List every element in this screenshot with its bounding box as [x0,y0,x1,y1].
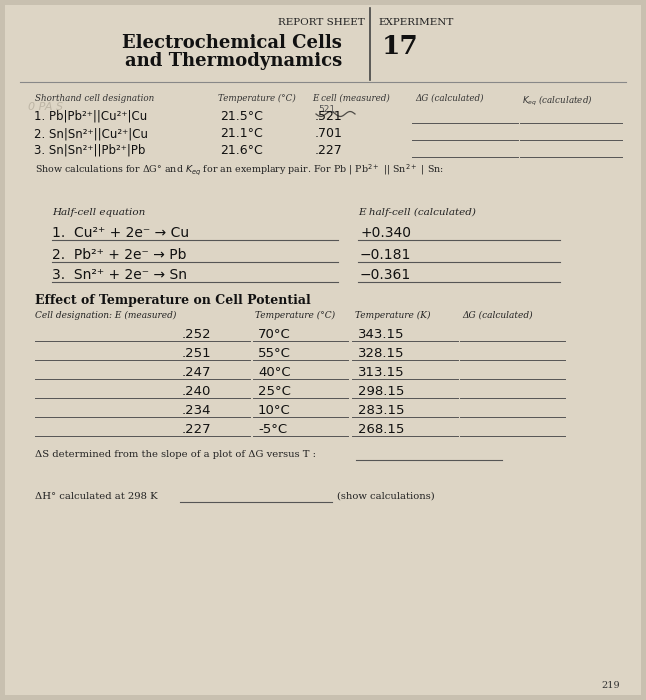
Text: Electrochemical Cells: Electrochemical Cells [122,34,342,52]
Text: 328.15: 328.15 [358,347,404,360]
Text: .247: .247 [182,366,211,379]
Text: 313.15: 313.15 [358,366,404,379]
FancyBboxPatch shape [5,5,641,695]
Text: 521: 521 [318,105,335,114]
Text: 25°C: 25°C [258,385,291,398]
Text: $K_{eq}$ (calculated): $K_{eq}$ (calculated) [522,94,592,108]
Text: and Thermodynamics: and Thermodynamics [125,52,342,70]
Text: (show calculations): (show calculations) [337,492,435,501]
Text: ΔG (calculated): ΔG (calculated) [462,311,532,320]
Text: 21.5°C: 21.5°C [220,110,263,123]
Text: E cell (measured): E cell (measured) [312,94,390,103]
Text: EXPERIMENT: EXPERIMENT [378,18,453,27]
Text: REPORT SHEET: REPORT SHEET [278,18,365,27]
Text: ΔG (calculated): ΔG (calculated) [415,94,483,103]
Text: 0 PA S: 0 PA S [28,102,63,112]
Text: 40°C: 40°C [258,366,291,379]
Text: .521: .521 [315,110,343,123]
Text: ΔS determined from the slope of a plot of ΔG versus T :: ΔS determined from the slope of a plot o… [35,450,316,459]
Text: ΔH° calculated at 298 K: ΔH° calculated at 298 K [35,492,158,501]
Text: 55°C: 55°C [258,347,291,360]
Text: Temperature (K): Temperature (K) [355,311,430,320]
Text: −0.361: −0.361 [360,268,412,282]
Text: .251: .251 [182,347,212,360]
Text: 1. Pb|Pb²⁺||Cu²⁺|Cu: 1. Pb|Pb²⁺||Cu²⁺|Cu [34,110,147,123]
Text: 343.15: 343.15 [358,328,404,341]
Text: -5°C: -5°C [258,423,287,436]
Text: Shorthand cell designation: Shorthand cell designation [35,94,154,103]
Text: +0.340: +0.340 [360,226,411,240]
Text: 3. Sn|Sn²⁺||Pb²⁺|Pb: 3. Sn|Sn²⁺||Pb²⁺|Pb [34,144,145,157]
Text: 2. Sn|Sn²⁺||Cu²⁺|Cu: 2. Sn|Sn²⁺||Cu²⁺|Cu [34,127,148,140]
Text: E half-cell (calculated): E half-cell (calculated) [358,208,476,217]
Text: 298.15: 298.15 [358,385,404,398]
Text: .240: .240 [182,385,211,398]
Text: 283.15: 283.15 [358,404,404,417]
Text: 268.15: 268.15 [358,423,404,436]
Text: .701: .701 [315,127,343,140]
Text: Show calculations for ΔG° and $K_{eq}$ for an exemplary pair. For Pb | Pb$^{2+}$: Show calculations for ΔG° and $K_{eq}$ f… [35,162,444,176]
Text: 21.6°C: 21.6°C [220,144,263,157]
Text: 2.  Pb²⁺ + 2e⁻ → Pb: 2. Pb²⁺ + 2e⁻ → Pb [52,248,187,262]
Text: Temperature (°C): Temperature (°C) [255,311,335,320]
Text: .227: .227 [315,144,343,157]
Text: Cell designation: E (measured): Cell designation: E (measured) [35,311,176,320]
Text: 17: 17 [382,34,419,59]
Text: 219: 219 [601,681,620,690]
Text: .234: .234 [182,404,211,417]
Text: −0.181: −0.181 [360,248,412,262]
Text: .252: .252 [182,328,212,341]
Text: 21.1°C: 21.1°C [220,127,263,140]
Text: 1.  Cu²⁺ + 2e⁻ → Cu: 1. Cu²⁺ + 2e⁻ → Cu [52,226,189,240]
Text: Effect of Temperature on Cell Potential: Effect of Temperature on Cell Potential [35,294,311,307]
Text: 70°C: 70°C [258,328,291,341]
Text: Temperature (°C): Temperature (°C) [218,94,296,103]
Text: 10°C: 10°C [258,404,291,417]
Text: 3.  Sn²⁺ + 2e⁻ → Sn: 3. Sn²⁺ + 2e⁻ → Sn [52,268,187,282]
Text: Half-cell equation: Half-cell equation [52,208,145,217]
Text: .227: .227 [182,423,212,436]
